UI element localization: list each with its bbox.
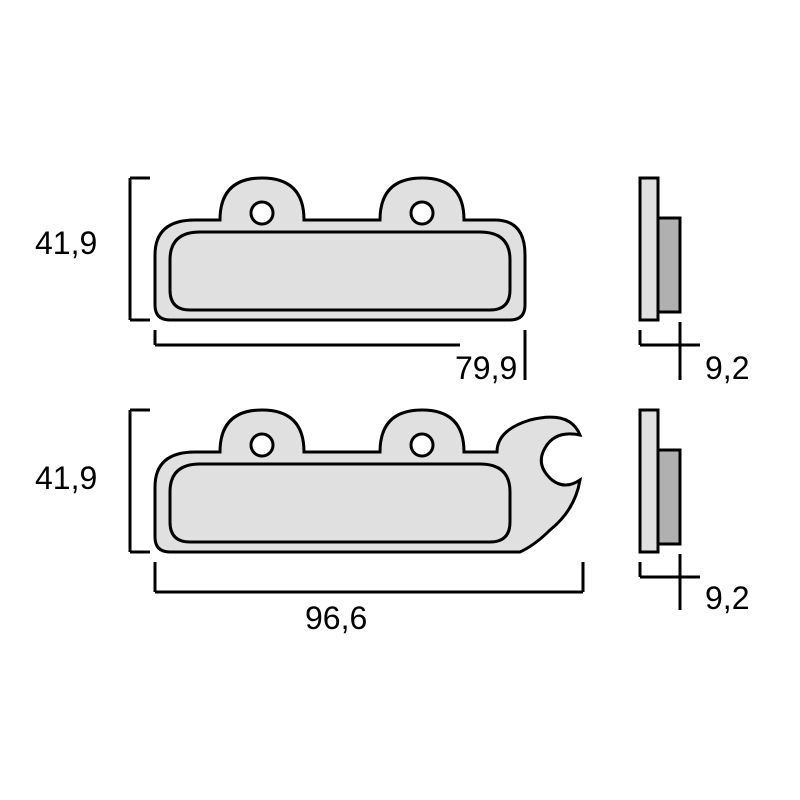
pad1-front-view bbox=[155, 178, 525, 320]
label-pad2-thickness: 9,2 bbox=[705, 580, 749, 617]
pad2-height-bracket bbox=[130, 410, 150, 552]
pad2-width-bracket bbox=[155, 562, 583, 592]
pad2-hole-left bbox=[251, 434, 273, 456]
diagram-svg bbox=[0, 0, 800, 800]
pad1-hole-right bbox=[411, 202, 433, 224]
label-pad1-width: 79,9 bbox=[455, 350, 517, 387]
label-pad2-height: 41,9 bbox=[35, 460, 97, 497]
pad2-backplate bbox=[155, 410, 580, 552]
pad1-thickness-bracket bbox=[640, 322, 700, 380]
pad1-height-bracket bbox=[130, 178, 150, 320]
pad1-side-view bbox=[640, 178, 680, 320]
pad1-backplate bbox=[155, 178, 525, 320]
pad2-side-backplate bbox=[640, 410, 658, 552]
pad1-hole-left bbox=[251, 202, 273, 224]
pad1-side-backplate bbox=[640, 178, 658, 320]
label-pad1-thickness: 9,2 bbox=[705, 350, 749, 387]
pad2-front-view bbox=[155, 410, 580, 552]
pad1-side-pad bbox=[658, 218, 680, 312]
label-pad2-width: 96,6 bbox=[305, 600, 367, 637]
diagram-canvas: 41,9 79,9 9,2 41,9 96,6 9,2 bbox=[0, 0, 800, 800]
pad2-thickness-bracket bbox=[640, 554, 700, 610]
label-pad1-height: 41,9 bbox=[35, 225, 97, 262]
pad2-hole-right bbox=[411, 434, 433, 456]
pad2-side-view bbox=[640, 410, 680, 552]
pad2-side-pad bbox=[658, 450, 680, 544]
